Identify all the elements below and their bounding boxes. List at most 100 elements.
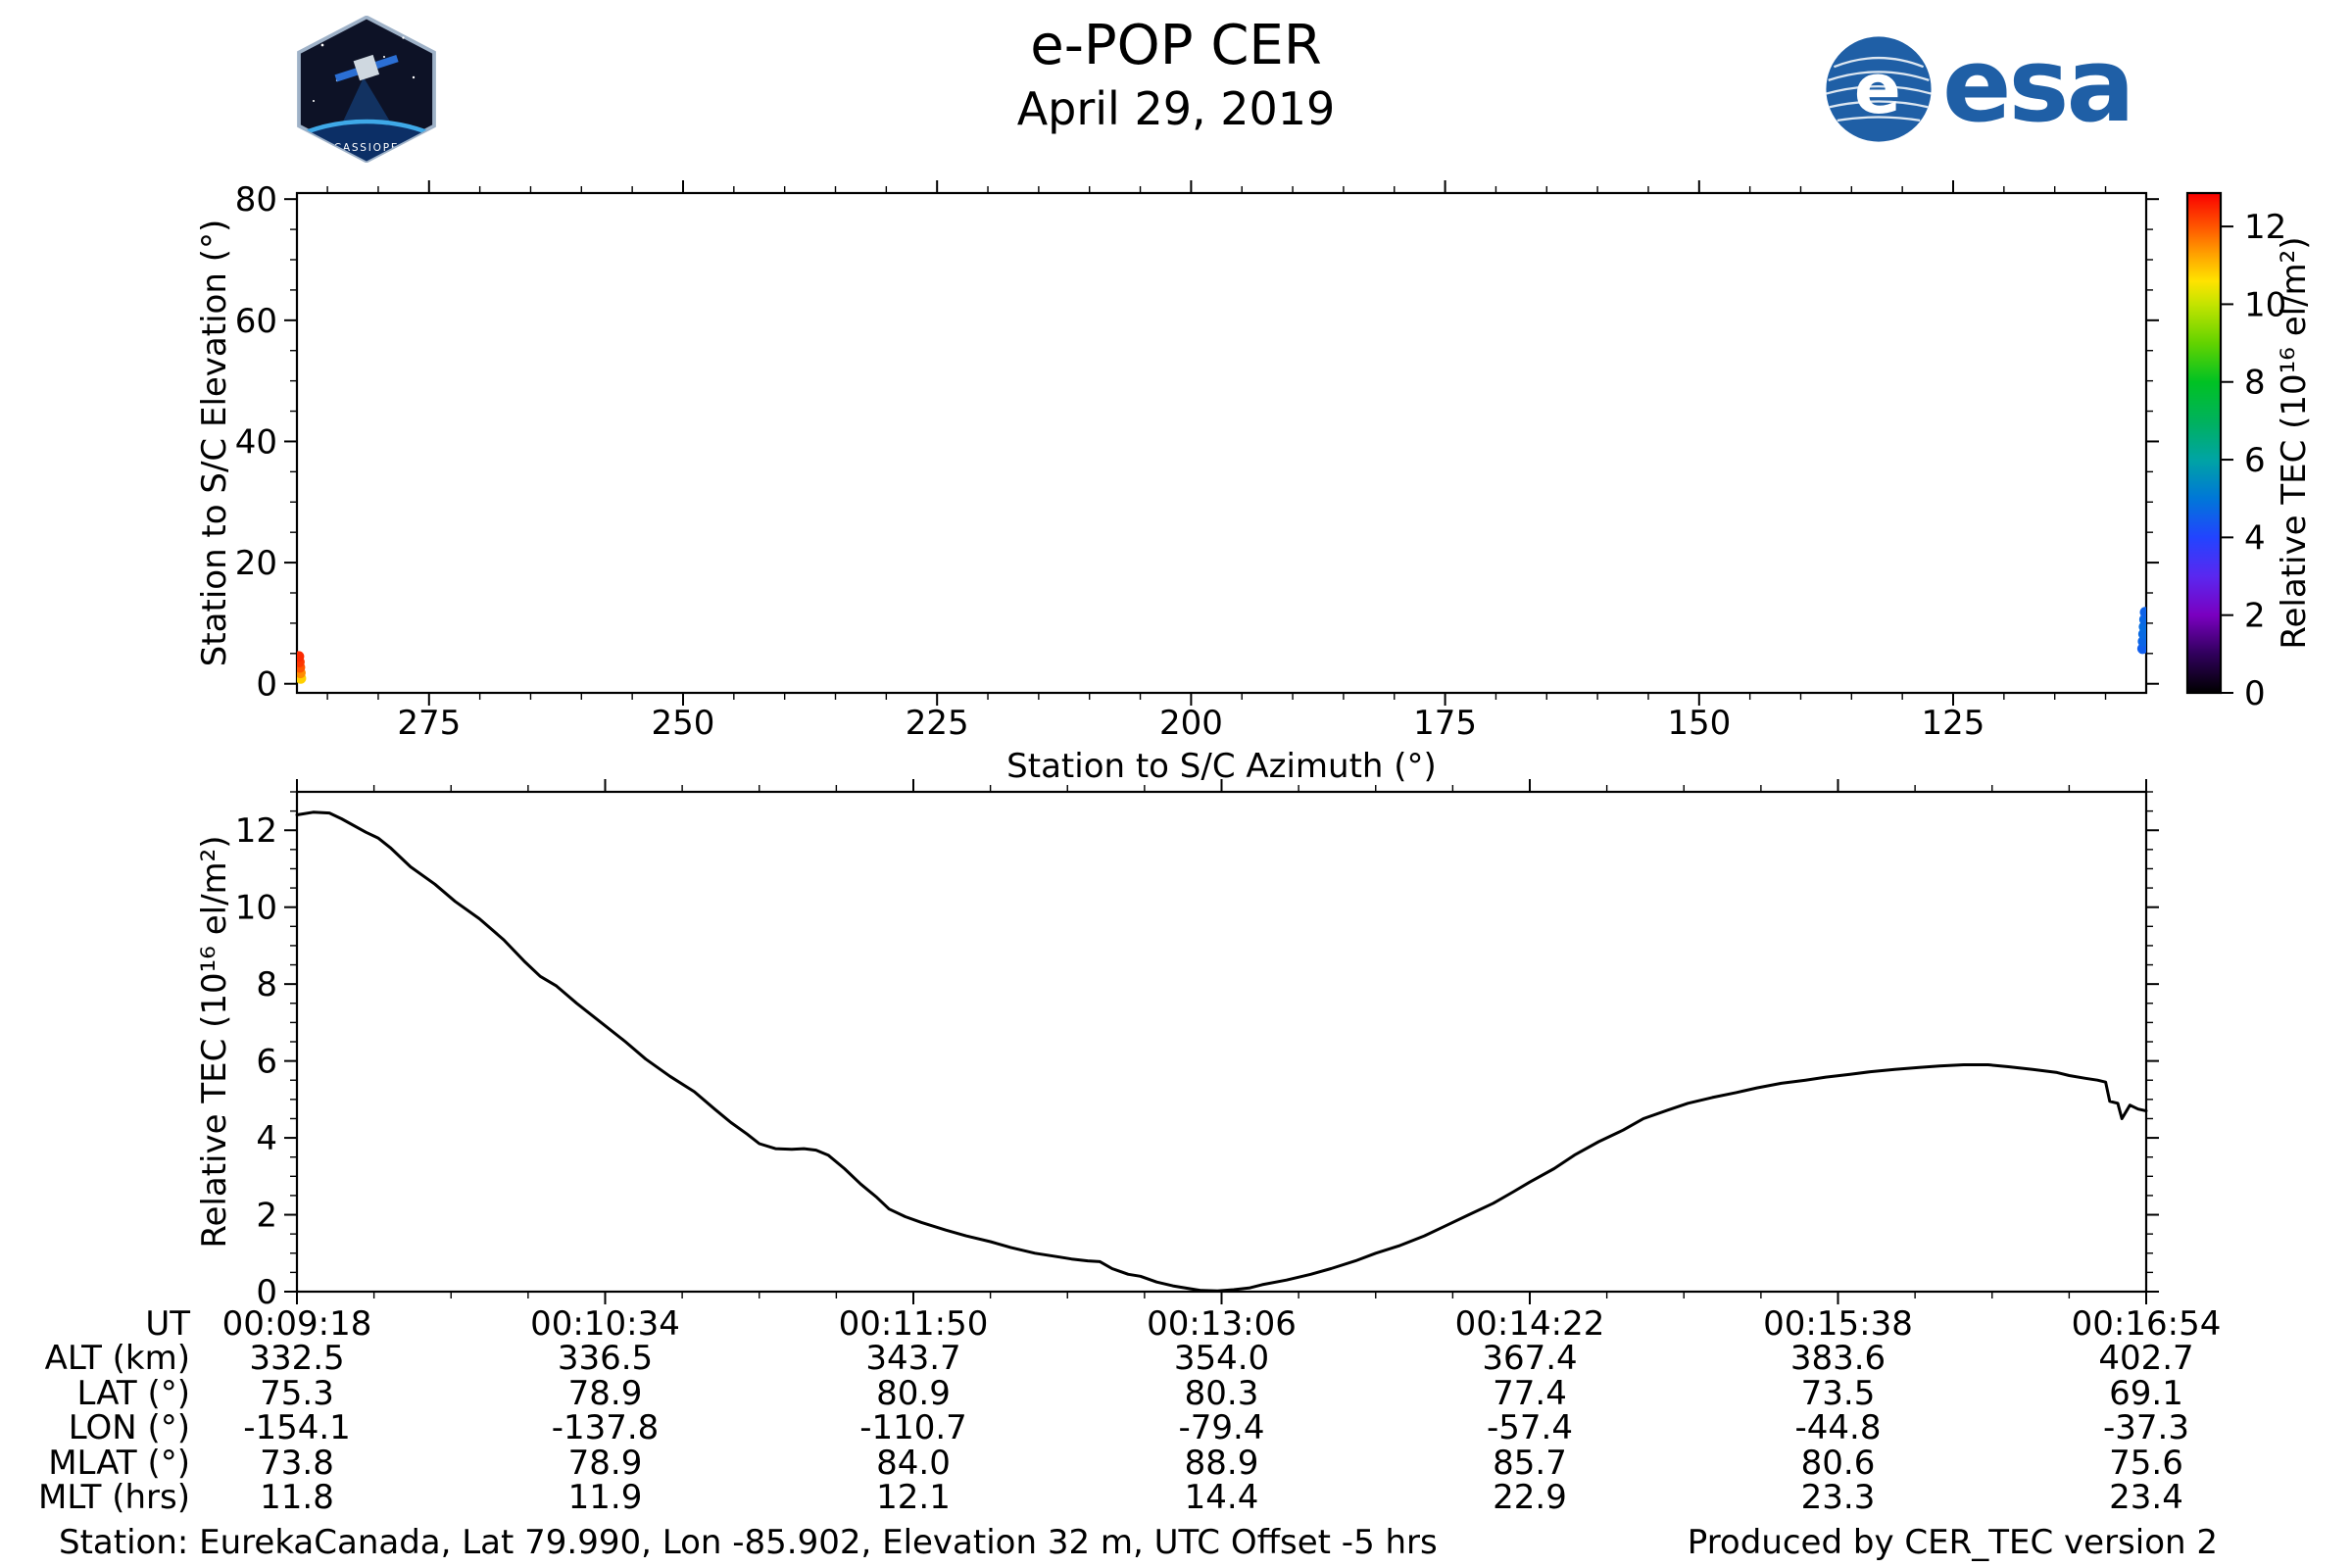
table-row-label: ALT (km)	[44, 1339, 190, 1379]
tick-label: 225	[906, 704, 969, 743]
azimuth-axis-label: Station to S/C Azimuth (°)	[1006, 747, 1437, 786]
table-cell: -154.1	[243, 1408, 351, 1448]
tec-scatter-point	[297, 657, 305, 667]
esa-wordmark: esa	[1942, 25, 2135, 145]
axes-frame	[295, 790, 2148, 1294]
tick-label: 250	[652, 704, 715, 743]
tick-label: 0	[2244, 674, 2266, 713]
tick-label: 2	[2244, 597, 2266, 636]
table-cell: 00:13:06	[1147, 1304, 1297, 1344]
table-cell: 00:14:22	[1454, 1304, 1605, 1344]
table-cell: 00:15:38	[1763, 1304, 1913, 1344]
table-row-label: MLT (hrs)	[38, 1478, 190, 1517]
tick-label: 20	[235, 544, 277, 583]
page-title-block: e-POP CER April 29, 2019	[0, 14, 2352, 136]
tick-label: 10	[235, 889, 277, 928]
tec-scatter-point	[297, 662, 306, 673]
tick-label: 10	[2244, 285, 2286, 324]
table-cell: -79.4	[1178, 1408, 1265, 1448]
table-cell: 14.4	[1184, 1478, 1259, 1517]
table-cell: 75.6	[2109, 1443, 2183, 1483]
tick-label: 4	[256, 1119, 277, 1158]
table-cell: 00:10:34	[530, 1304, 680, 1344]
table-cell: 78.9	[567, 1373, 643, 1413]
table-cell: 00:09:18	[221, 1304, 372, 1344]
tec-scatter-points	[297, 607, 2146, 684]
tick-label: 6	[256, 1043, 277, 1082]
tick-label: 275	[397, 704, 461, 743]
table-row-label: LAT (°)	[76, 1373, 190, 1413]
table-cell: 84.0	[876, 1443, 951, 1483]
table-cell: 402.7	[2098, 1339, 2194, 1379]
tec-scatter-point	[297, 651, 305, 662]
tick-label: 0	[256, 665, 277, 705]
tec-scatter-point	[297, 667, 306, 679]
tick-label: 60	[235, 302, 277, 341]
table-cell: 73.5	[1800, 1373, 1876, 1413]
table-row-label: LON (°)	[68, 1408, 190, 1448]
tec-scatter-point	[2139, 607, 2146, 618]
table-cell: 75.3	[260, 1373, 334, 1413]
tec-line-series	[295, 810, 2148, 1293]
table-cell: 78.9	[567, 1443, 643, 1483]
produced-by: Produced by CER_TEC version 2	[1687, 1523, 2218, 1562]
table-cell: 80.3	[1184, 1373, 1259, 1413]
tick-label: 175	[1413, 704, 1477, 743]
table-cell: 80.9	[876, 1373, 951, 1413]
table-cell: -44.8	[1794, 1408, 1882, 1448]
table-cell: -57.4	[1487, 1408, 1573, 1448]
tick-label: 40	[235, 422, 277, 462]
tec-axis-label: Relative TEC (10¹⁶ el/m²)	[195, 835, 234, 1248]
axes-frame	[295, 191, 2148, 695]
table-cell: -110.7	[859, 1408, 967, 1448]
table-cell: 80.6	[1800, 1443, 1876, 1483]
table-cell: 11.9	[567, 1478, 643, 1517]
table-row-label: UT	[145, 1304, 190, 1344]
table-cell: 00:16:54	[2071, 1304, 2222, 1344]
table-cell: 354.0	[1173, 1339, 1270, 1379]
table-cell: 00:11:50	[838, 1304, 989, 1344]
tick-label: 4	[2244, 518, 2266, 558]
patch-title: CASSIOPE	[334, 142, 400, 154]
page-title: e-POP CER	[1030, 14, 1322, 77]
tick-label: 8	[256, 965, 277, 1004]
table-cell: 77.4	[1493, 1373, 1567, 1413]
elevation-axis-label: Station to S/C Elevation (°)	[195, 220, 234, 666]
tick-label: 8	[2244, 364, 2266, 403]
tec-scatter-point	[2137, 636, 2146, 647]
station-info: Station: EurekaCanada, Lat 79.990, Lon -…	[59, 1523, 1438, 1562]
table-cell: 383.6	[1789, 1339, 1886, 1379]
tick-label: 12	[2244, 208, 2286, 247]
tick-label: 200	[1159, 704, 1223, 743]
tick-label: 6	[2244, 441, 2266, 480]
table-cell: 11.8	[260, 1478, 334, 1517]
esa-emblem-letter: e	[1854, 48, 1901, 129]
tick-label: 80	[235, 180, 277, 220]
tec-colorbar	[2187, 193, 2221, 693]
patch-satellite-icon	[334, 54, 399, 82]
table-cell: 367.4	[1482, 1339, 1578, 1379]
table-row-label: MLAT (°)	[48, 1443, 190, 1483]
tec-scatter-point	[297, 672, 307, 684]
table-cell: 85.7	[1493, 1443, 1567, 1483]
tec-scatter-point	[2138, 613, 2146, 625]
table-cell: 69.1	[2109, 1373, 2183, 1413]
tick-label: 2	[256, 1197, 277, 1236]
table-cell: 73.8	[260, 1443, 334, 1483]
page-date: April 29, 2019	[1016, 82, 1336, 135]
tec-scatter-point	[2137, 628, 2146, 640]
tick-label: 150	[1667, 704, 1731, 743]
table-cell: 88.9	[1184, 1443, 1259, 1483]
table-cell: 23.3	[1800, 1478, 1876, 1517]
tec-scatter-point	[2138, 621, 2146, 633]
table-cell: 332.5	[249, 1339, 345, 1379]
esa-logo: e esa	[1823, 25, 2135, 145]
patch-beam	[343, 77, 390, 122]
table-cell: 12.1	[876, 1478, 951, 1517]
colorbar-label: Relative TEC (10¹⁶ el/m²)	[2275, 236, 2314, 649]
cassiope-mission-patch: CASSIOPE	[297, 16, 436, 163]
table-cell: 22.9	[1493, 1478, 1567, 1517]
esa-emblem-icon: e	[1826, 36, 1932, 142]
table-cell: 343.7	[865, 1339, 961, 1379]
